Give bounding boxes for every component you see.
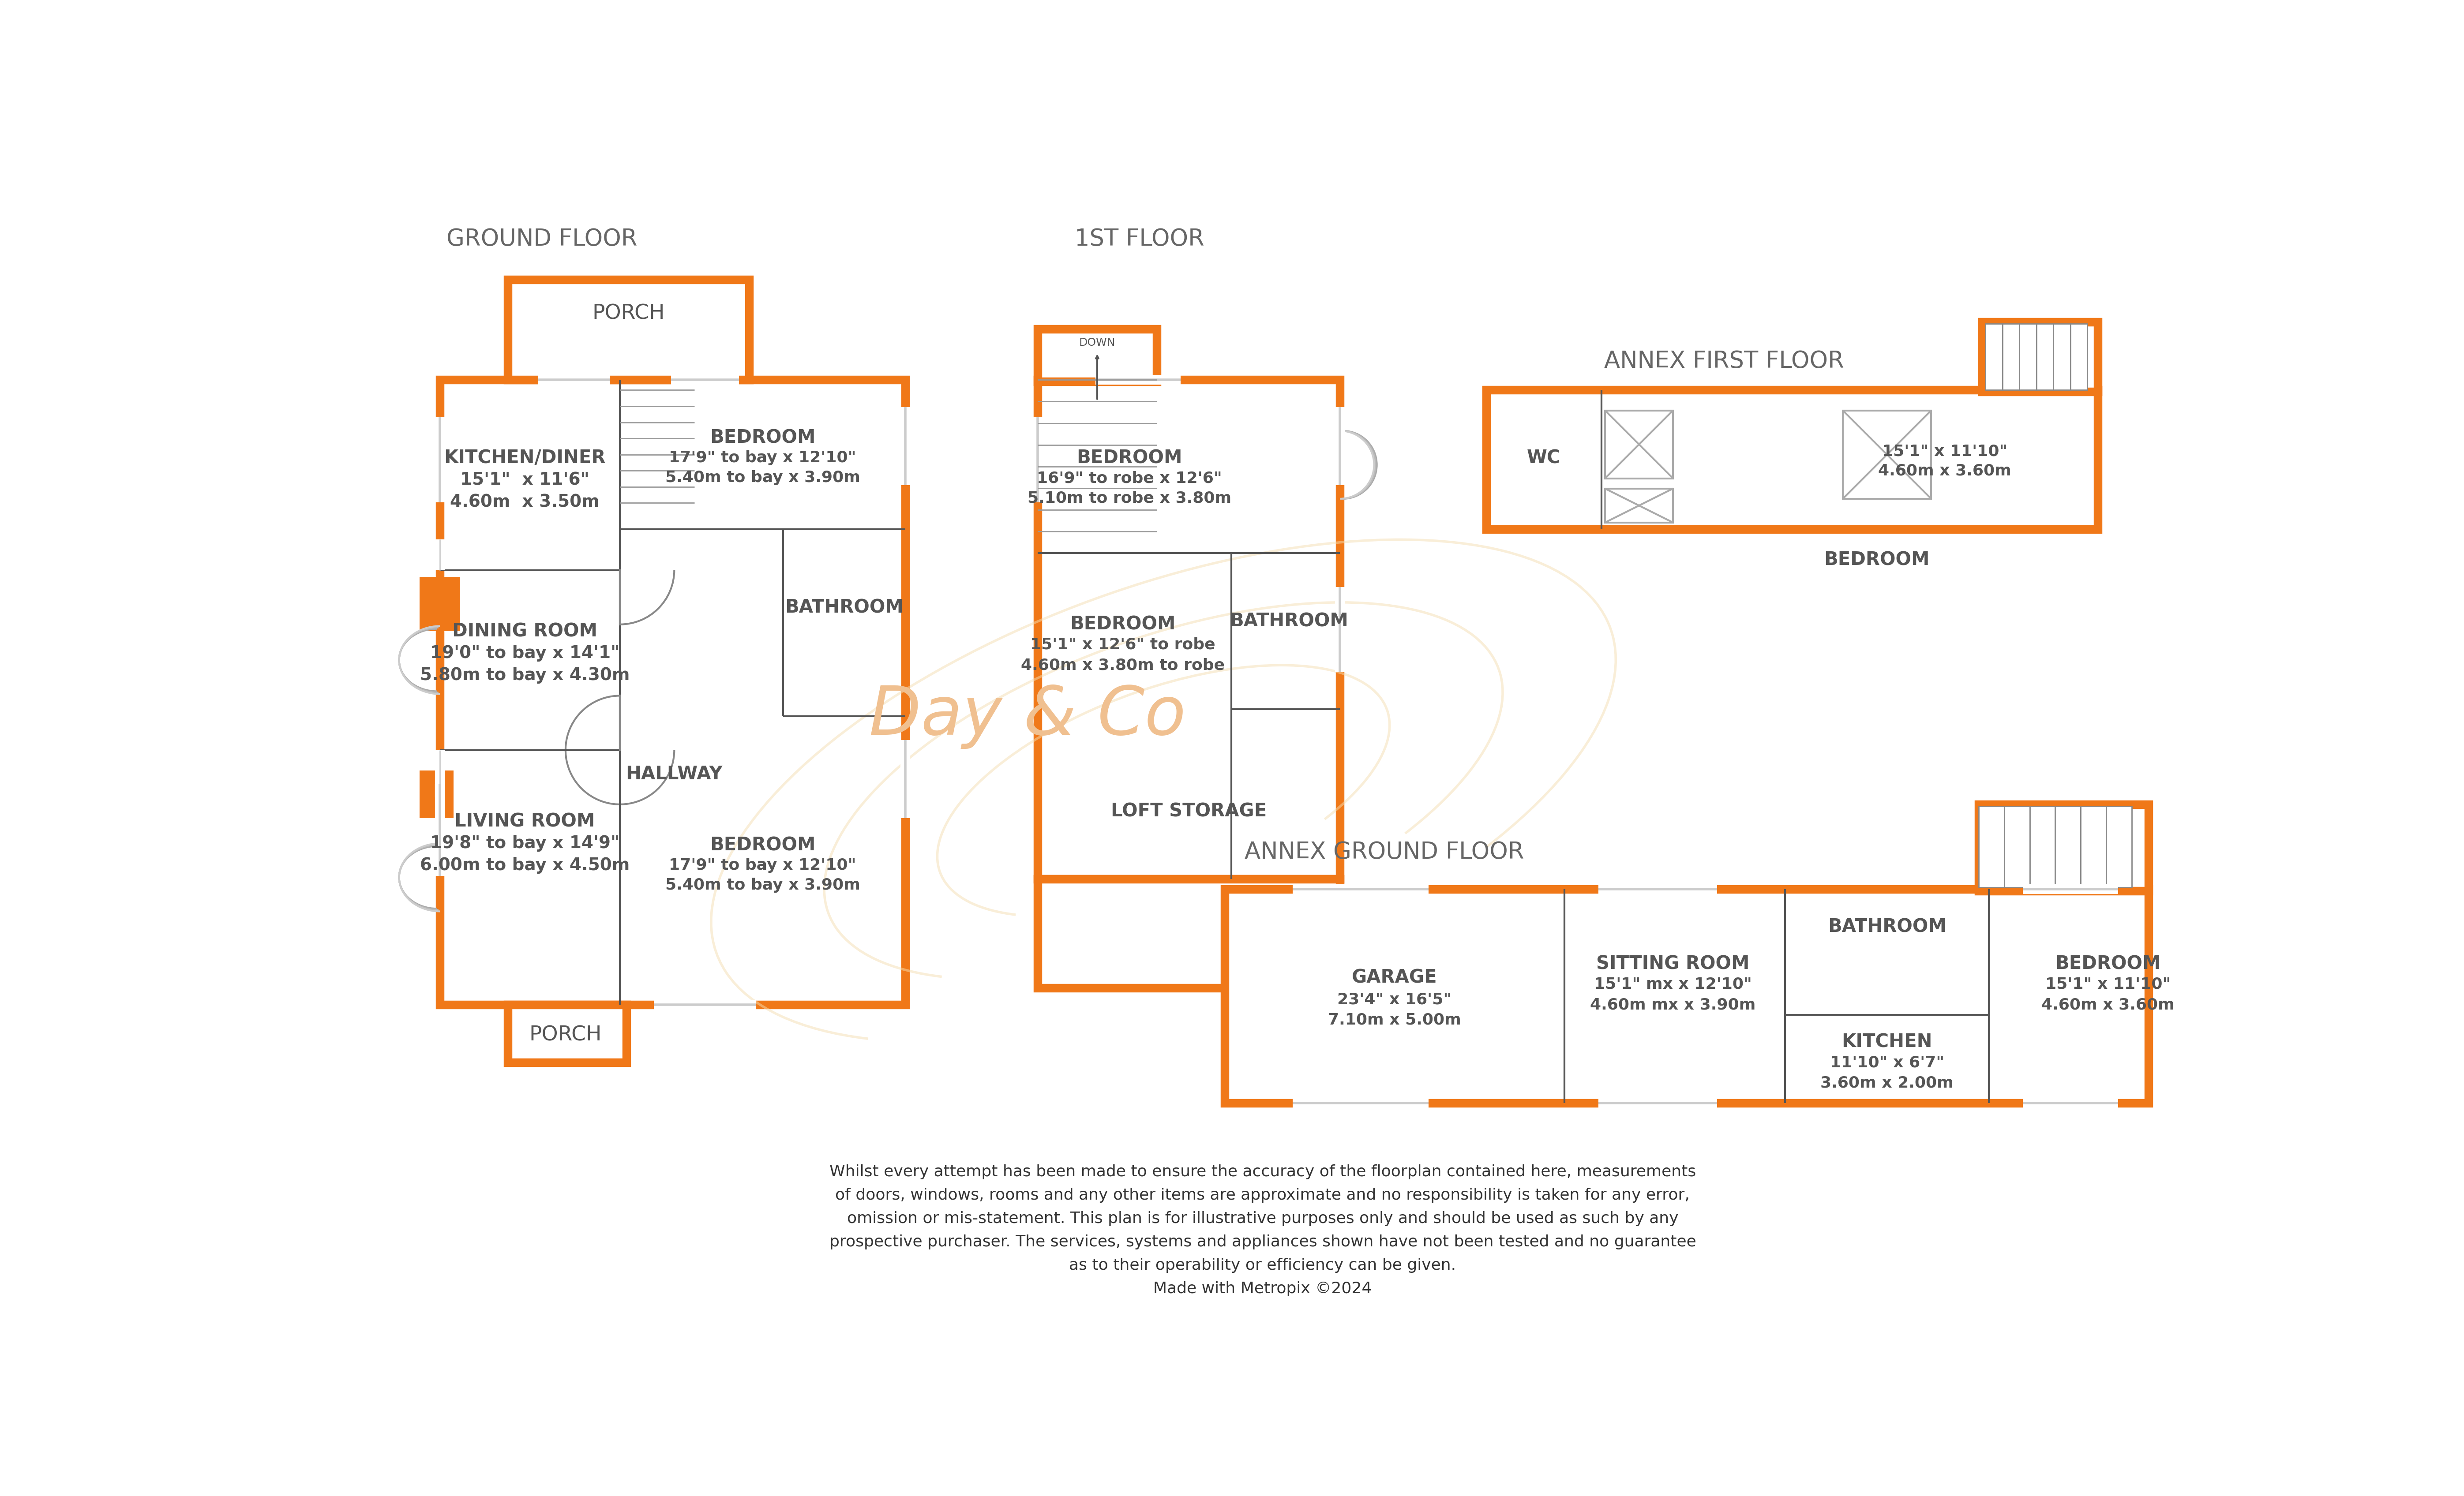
Bar <box>2003 806 2030 887</box>
Text: 5.40m to bay x 3.90m: 5.40m to bay x 3.90m <box>665 470 860 485</box>
Text: LIVING ROOM: LIVING ROOM <box>453 812 594 830</box>
Text: Whilst every attempt has been made to ensure the accuracy of the floorplan conta: Whilst every attempt has been made to en… <box>830 1164 1695 1296</box>
Text: PORCH: PORCH <box>591 304 665 323</box>
Bar <box>419 770 453 818</box>
Text: BATHROOM: BATHROOM <box>786 598 904 616</box>
Bar <box>1604 410 1673 479</box>
Text: 17'9" to bay x 12'10": 17'9" to bay x 12'10" <box>668 859 855 874</box>
Text: BEDROOM: BEDROOM <box>1077 449 1183 467</box>
Bar <box>1979 805 2149 892</box>
Bar <box>2107 806 2131 887</box>
Text: 5.40m to bay x 3.90m: 5.40m to bay x 3.90m <box>665 878 860 893</box>
Bar <box>1037 880 1340 987</box>
Bar <box>2080 806 2107 887</box>
Text: WC: WC <box>1528 449 1560 467</box>
Text: BEDROOM: BEDROOM <box>710 836 816 854</box>
Text: SITTING ROOM: SITTING ROOM <box>1597 954 1749 974</box>
Text: DINING ROOM: DINING ROOM <box>453 622 596 640</box>
Bar <box>508 1005 626 1062</box>
Text: 7.10m x 5.00m: 7.10m x 5.00m <box>1328 1013 1461 1028</box>
Bar <box>441 380 904 1005</box>
Bar <box>508 280 749 380</box>
Text: GARAGE: GARAGE <box>1353 968 1437 987</box>
Text: 11'10" x 6'7": 11'10" x 6'7" <box>1831 1055 1944 1070</box>
Bar <box>1981 322 2097 392</box>
Bar <box>1843 410 1932 498</box>
Text: 19'0" to bay x 14'1": 19'0" to bay x 14'1" <box>431 645 618 661</box>
Bar <box>1986 323 2003 390</box>
Text: KITCHEN: KITCHEN <box>1841 1032 1932 1052</box>
Text: 5.80m to bay x 4.30m: 5.80m to bay x 4.30m <box>419 667 631 684</box>
Bar <box>1037 380 1340 880</box>
Text: 16'9" to robe x 12'6": 16'9" to robe x 12'6" <box>1037 471 1222 486</box>
Bar <box>1225 889 2149 1103</box>
Bar <box>1486 390 2097 530</box>
Text: Day & Co: Day & Co <box>870 684 1185 749</box>
Text: 19'8" to bay x 14'9": 19'8" to bay x 14'9" <box>431 835 618 851</box>
Text: PORCH: PORCH <box>530 1025 601 1046</box>
Text: 15'1" x 12'6" to robe: 15'1" x 12'6" to robe <box>1030 637 1215 652</box>
Bar <box>2055 806 2080 887</box>
Text: 17'9" to bay x 12'10": 17'9" to bay x 12'10" <box>668 450 855 465</box>
Bar <box>1604 489 1673 522</box>
Text: 4.60m  x 3.50m: 4.60m x 3.50m <box>451 494 599 510</box>
Text: 3.60m x 2.00m: 3.60m x 2.00m <box>1821 1076 1954 1091</box>
Text: BEDROOM: BEDROOM <box>1823 551 1929 568</box>
Text: 5.10m to robe x 3.80m: 5.10m to robe x 3.80m <box>1027 491 1232 506</box>
Bar <box>1979 806 2003 887</box>
Text: ANNEX FIRST FLOOR: ANNEX FIRST FLOOR <box>1604 350 1843 373</box>
Text: BATHROOM: BATHROOM <box>1828 917 1947 936</box>
Text: 4.60m x 3.60m: 4.60m x 3.60m <box>2040 998 2173 1013</box>
Text: 4.60m x 3.60m: 4.60m x 3.60m <box>1878 464 2011 479</box>
Text: GROUND FLOOR: GROUND FLOOR <box>446 227 638 250</box>
Bar <box>2070 323 2087 390</box>
Bar <box>2053 323 2070 390</box>
Text: 15'1" x 11'10": 15'1" x 11'10" <box>2045 977 2171 992</box>
Bar <box>1037 329 1156 381</box>
Text: 4.60m mx x 3.90m: 4.60m mx x 3.90m <box>1589 998 1757 1013</box>
Text: LOFT STORAGE: LOFT STORAGE <box>1111 802 1266 820</box>
Text: HALLWAY: HALLWAY <box>626 764 722 782</box>
Bar <box>2030 806 2055 887</box>
Text: 23'4" x 16'5": 23'4" x 16'5" <box>1338 992 1451 1007</box>
Text: BATHROOM: BATHROOM <box>1230 612 1348 630</box>
Text: 1ST FLOOR: 1ST FLOOR <box>1074 227 1205 250</box>
Bar <box>2003 323 2020 390</box>
Bar <box>2035 323 2053 390</box>
Text: 6.00m to bay x 4.50m: 6.00m to bay x 4.50m <box>419 857 631 874</box>
Text: BEDROOM: BEDROOM <box>710 428 816 447</box>
Text: DOWN: DOWN <box>1079 337 1116 349</box>
Text: KITCHEN/DINER: KITCHEN/DINER <box>444 449 606 467</box>
Text: 15'1" mx x 12'10": 15'1" mx x 12'10" <box>1594 977 1752 992</box>
Text: 15'1"  x 11'6": 15'1" x 11'6" <box>461 471 589 489</box>
Text: 15'1" x 11'10": 15'1" x 11'10" <box>1882 444 2008 459</box>
Bar <box>2020 323 2035 390</box>
Text: BEDROOM: BEDROOM <box>2055 954 2161 974</box>
Bar <box>419 577 461 631</box>
Text: BEDROOM: BEDROOM <box>1069 615 1175 634</box>
Text: 4.60m x 3.80m to robe: 4.60m x 3.80m to robe <box>1020 658 1225 673</box>
Text: ANNEX GROUND FLOOR: ANNEX GROUND FLOOR <box>1244 841 1525 863</box>
